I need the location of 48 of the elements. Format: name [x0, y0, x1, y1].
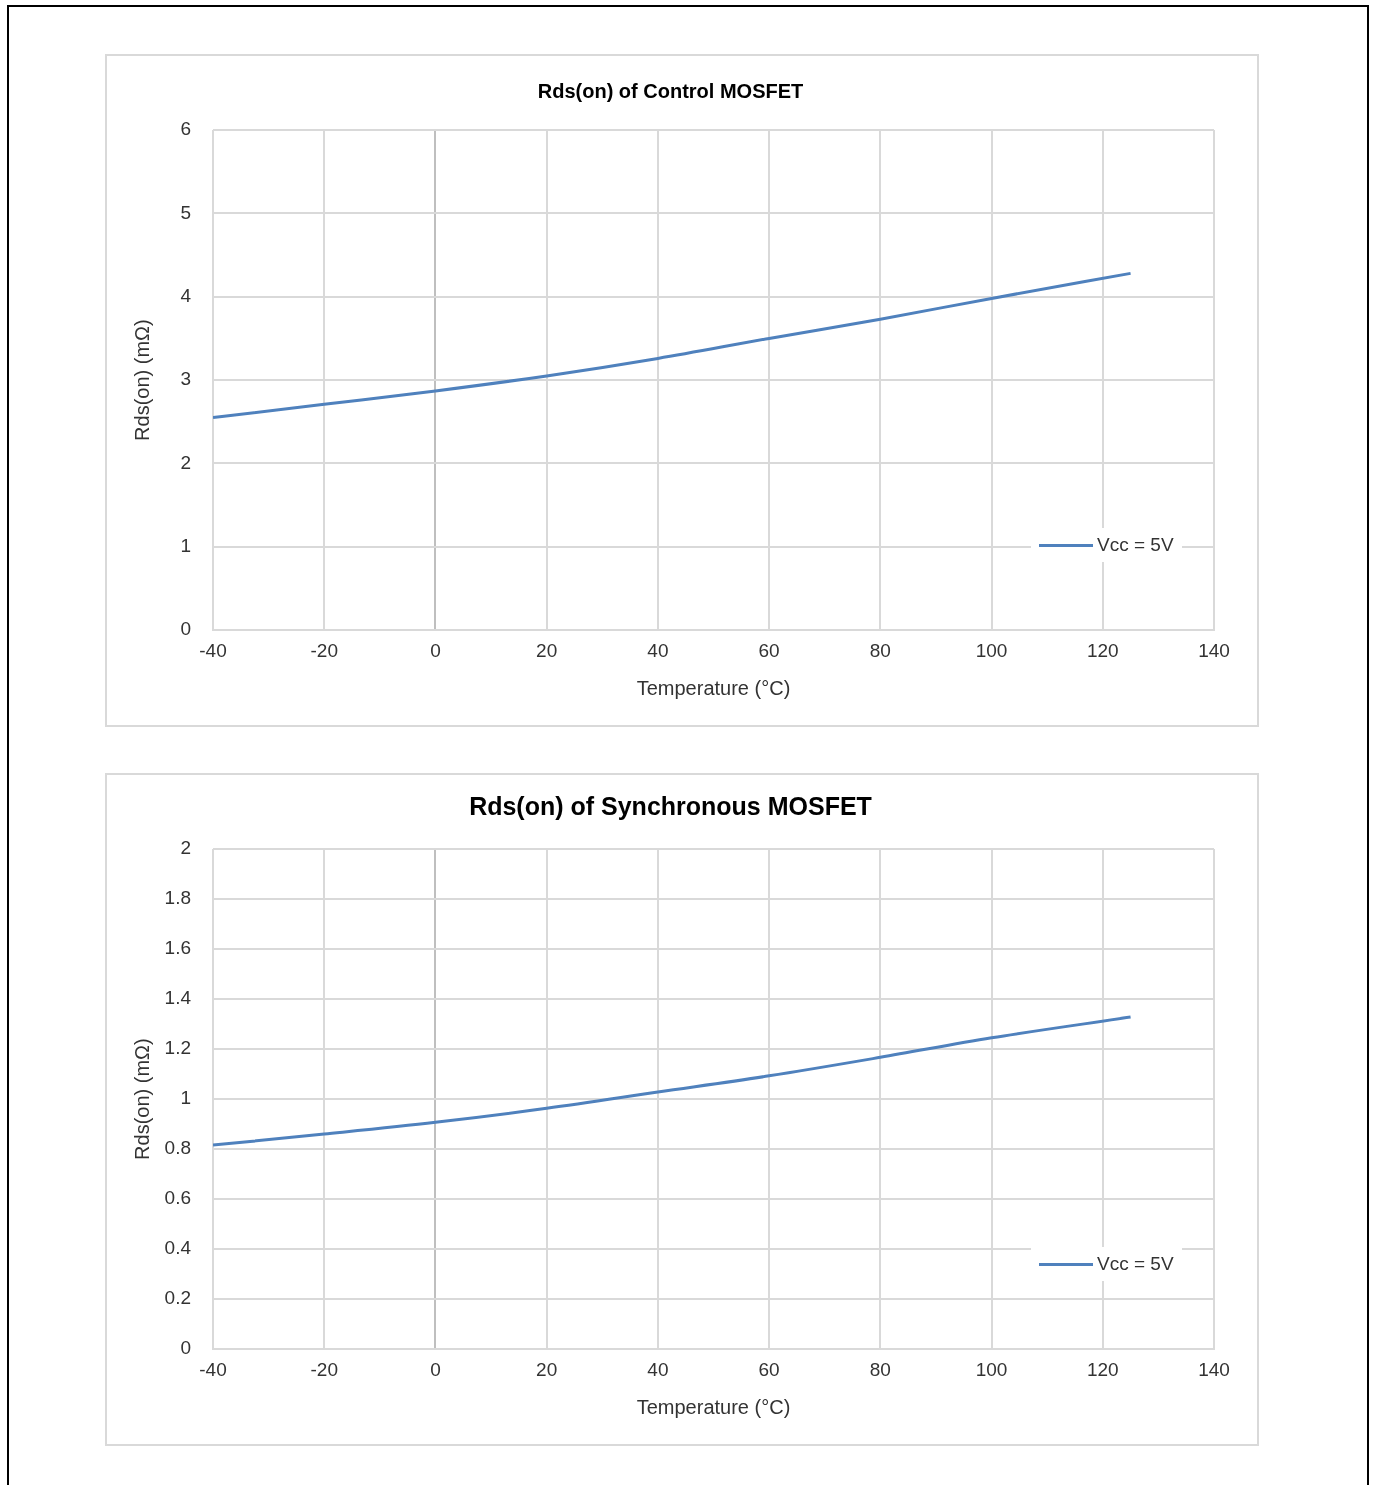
- x-tick-label: 140: [1198, 639, 1230, 661]
- y-tick-label: 1: [180, 1087, 191, 1109]
- x-tick-label: 100: [975, 1358, 1008, 1380]
- x-tick-label: 60: [758, 639, 780, 661]
- x-tick-label: 0: [430, 1358, 441, 1380]
- x-axis-title: Temperature (°C): [636, 1395, 791, 1418]
- y-tick-label: 2: [180, 451, 191, 473]
- y-tick-label: 0.4: [164, 1237, 192, 1259]
- y-tick-label: 1: [180, 535, 191, 557]
- y-tick-label: 4: [180, 284, 192, 306]
- y-tick-label: 1.2: [164, 1037, 191, 1059]
- x-tick-label: 100: [975, 639, 1008, 661]
- x-tick-label: 60: [758, 1358, 780, 1380]
- y-tick-label: 1.6: [164, 937, 191, 959]
- x-tick-label: 20: [536, 639, 558, 661]
- y-tick-label: 0.8: [164, 1137, 191, 1159]
- line-series: [213, 271, 1133, 420]
- x-tick-label: 80: [869, 639, 891, 661]
- x-tick-label: 80: [869, 1358, 891, 1380]
- x-tick-label: -40: [199, 1358, 227, 1380]
- y-tick-label: 5: [180, 201, 191, 223]
- y-tick-label: 1.8: [164, 887, 191, 909]
- x-tick-label: 140: [1198, 1358, 1230, 1380]
- x-tick-label: -40: [199, 639, 227, 661]
- x-tick-label: 40: [647, 1358, 669, 1380]
- x-tick-label: 120: [1086, 1358, 1119, 1380]
- y-tick-label: 0.2: [164, 1287, 191, 1309]
- y-tick-label: 3: [180, 368, 191, 390]
- x-tick-label: -20: [310, 1358, 338, 1380]
- x-tick-label: 0: [430, 639, 441, 661]
- chart-title: Rds(on) of Control MOSFET: [537, 79, 804, 102]
- y-axis-title: Rds(on) (mΩ): [130, 1038, 153, 1160]
- y-axis-title: Rds(on) (mΩ): [130, 319, 153, 441]
- x-tick-label: 20: [536, 1358, 558, 1380]
- y-tick-label: 0: [180, 1337, 191, 1359]
- legend-label: Vcc = 5V: [1097, 1253, 1174, 1276]
- y-tick-label: 6: [180, 118, 191, 140]
- x-tick-label: 120: [1086, 639, 1119, 661]
- legend-label: Vcc = 5V: [1097, 534, 1174, 557]
- x-axis-title: Temperature (°C): [636, 676, 791, 699]
- chart-title: Rds(on) of Synchronous MOSFET: [469, 791, 872, 820]
- y-tick-label: 0: [180, 618, 191, 640]
- y-tick-label: 0.6: [164, 1187, 191, 1209]
- line-series: [213, 1015, 1133, 1147]
- y-tick-label: 2: [180, 837, 191, 859]
- y-tick-label: 1.4: [164, 987, 192, 1009]
- x-tick-label: -20: [310, 639, 338, 661]
- x-tick-label: 40: [647, 639, 669, 661]
